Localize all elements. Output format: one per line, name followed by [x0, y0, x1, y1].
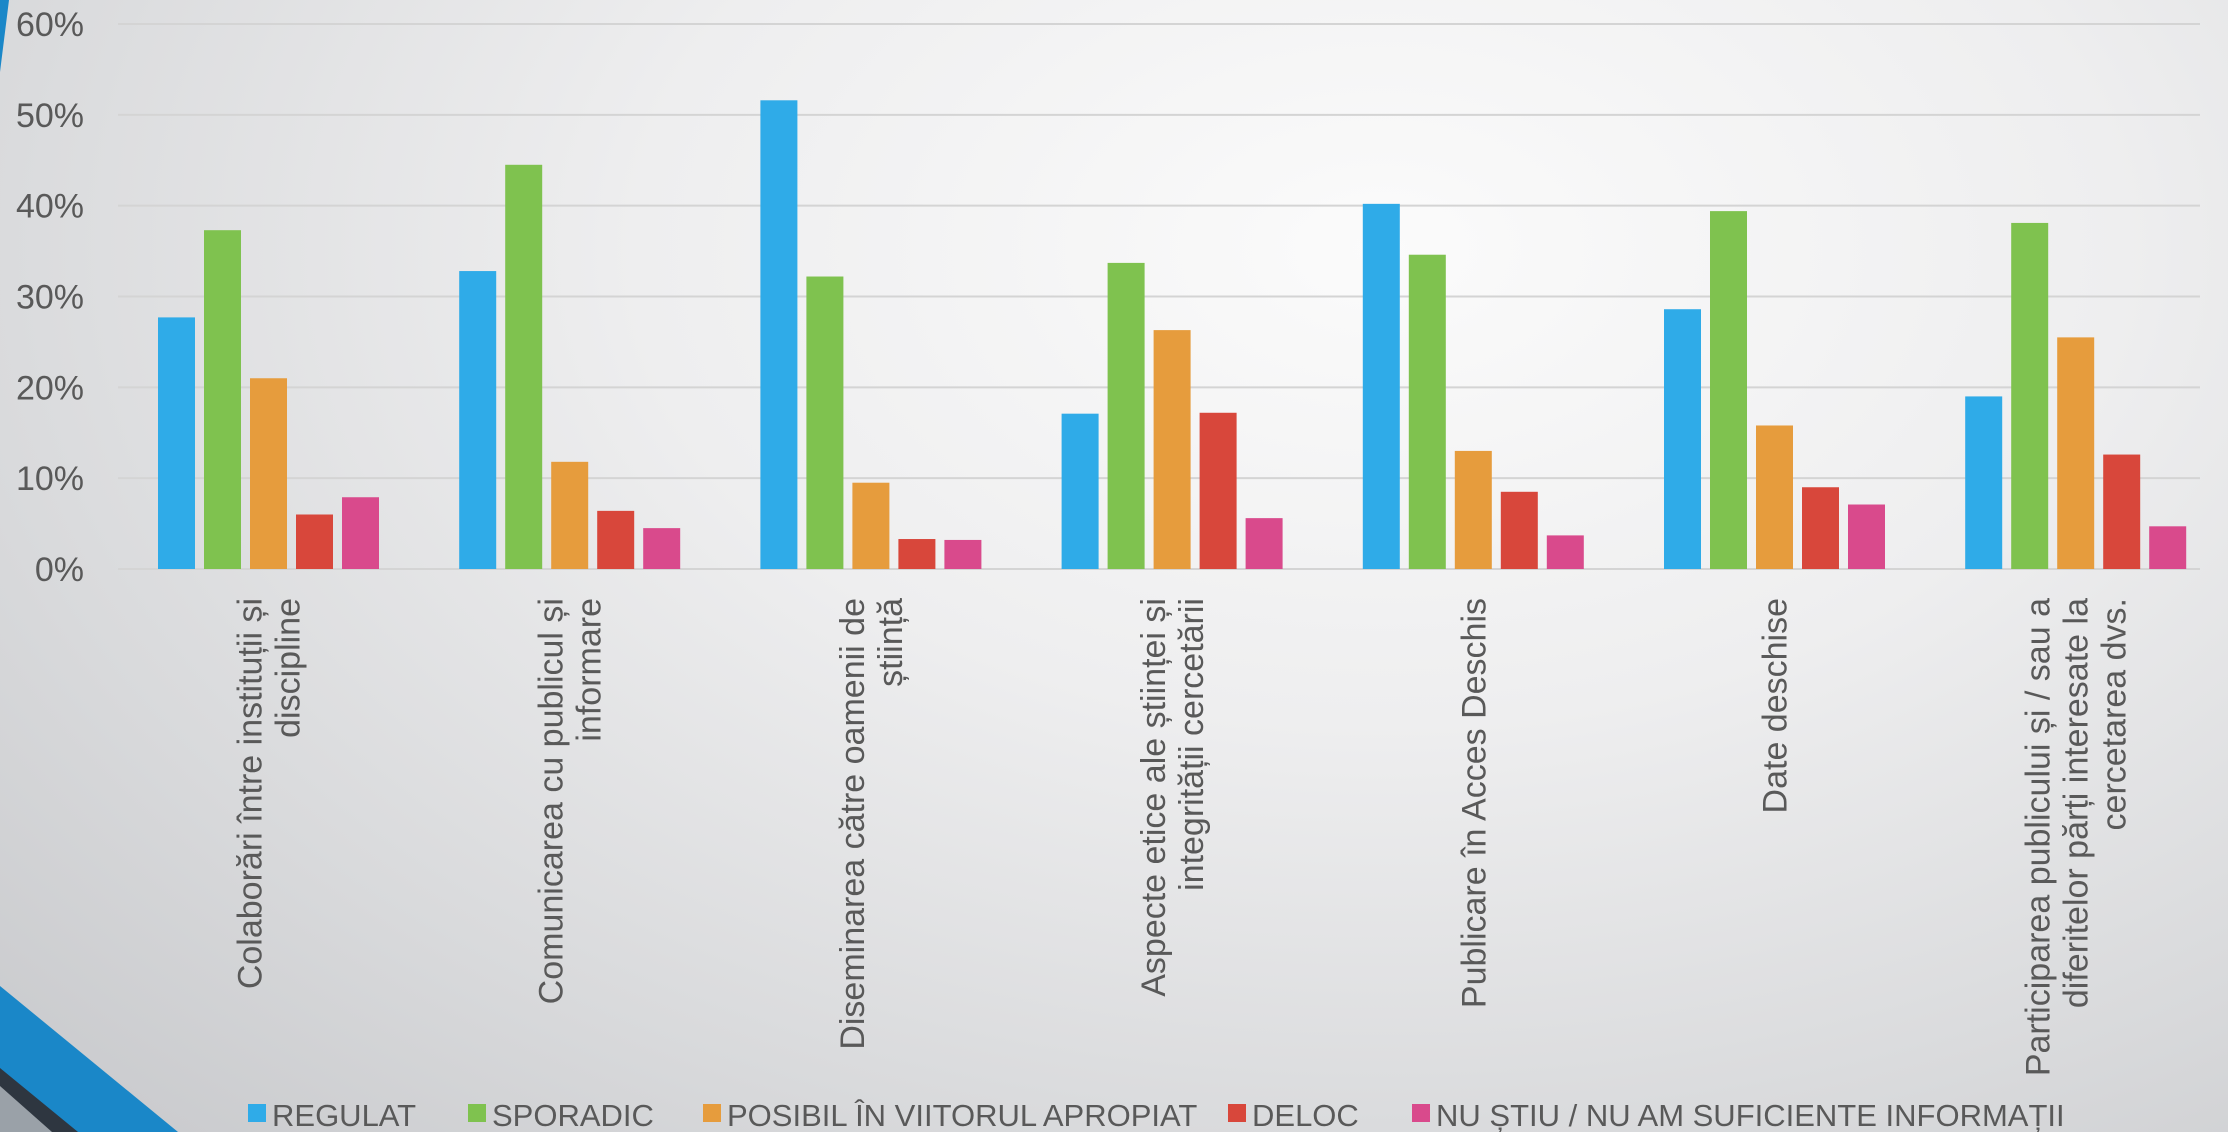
bar-regulat	[1362, 203, 1400, 569]
category-label: Comunicarea cu publicul și informare	[533, 598, 609, 1004]
bar-posibil-n-viitorul-apropiat	[551, 461, 589, 569]
legend-label: NU ȘTIU / NU AM SUFICIENTE INFORMAȚII	[1436, 1098, 2065, 1132]
legend-item: POSIBIL ÎN VIITORUL APROPIAT	[703, 1098, 1197, 1132]
category-label: Date deschise	[1757, 598, 1795, 813]
legend-label: POSIBIL ÎN VIITORUL APROPIAT	[727, 1098, 1197, 1132]
legend-label: REGULAT	[272, 1098, 416, 1132]
category-label: Aspecte etice ale științei și integrități…	[1135, 598, 1211, 997]
y-tick-label: 40%	[16, 188, 84, 226]
bar-nu-tiu-nu-am-suficiente-informa-ii	[944, 539, 982, 569]
bar-regulat	[459, 271, 497, 569]
x-axis-category-labels: Colaborări între instituții și discipline…	[232, 598, 2134, 1076]
bar-regulat	[1965, 396, 2003, 569]
bar-posibil-n-viitorul-apropiat	[1454, 450, 1492, 569]
y-tick-label: 60%	[16, 6, 84, 44]
category-label-line: diferitelor părți interesate la	[2058, 598, 2096, 1008]
legend-swatch	[703, 1104, 721, 1122]
bar-sporadic	[505, 164, 543, 569]
category-label: Participarea publicului și / sau a diferi…	[2020, 598, 2134, 1076]
category-label-line: integrității cercetării	[1173, 598, 1211, 891]
bar-deloc	[898, 539, 936, 569]
category-label-line: Aspecte etice ale științei și	[1135, 598, 1173, 997]
bar-nu-tiu-nu-am-suficiente-informa-ii	[2149, 526, 2187, 569]
y-axis-tick-labels: 0% 10% 20% 30% 40% 50% 60%	[16, 6, 84, 589]
category-label-line: Colaborări între instituții și	[232, 598, 270, 989]
bar-posibil-n-viitorul-apropiat	[852, 482, 890, 569]
bars	[158, 100, 2187, 570]
category-label-line: Comunicarea cu publicul și	[533, 598, 571, 1004]
category-label-line: Participarea publicului și / sau a	[2020, 598, 2058, 1076]
bar-sporadic	[204, 230, 241, 570]
bar-sporadic	[1107, 262, 1145, 569]
bar-regulat	[760, 100, 798, 570]
bar-nu-tiu-nu-am-suficiente-informa-ii	[1848, 504, 1885, 569]
legend-swatch	[248, 1104, 266, 1122]
category-label-line: Date deschise	[1757, 598, 1795, 813]
y-tick-label: 50%	[16, 97, 84, 135]
bar-deloc	[296, 514, 333, 569]
bar-nu-tiu-nu-am-suficiente-informa-ii	[1546, 535, 1584, 569]
legend-label: DELOC	[1252, 1098, 1359, 1132]
bar-sporadic	[2011, 222, 2049, 570]
bar-sporadic	[806, 276, 844, 569]
y-tick-label: 10%	[16, 460, 84, 498]
bar-regulat	[158, 317, 195, 569]
category-label-line: cercetarea dvs.	[2096, 598, 2134, 830]
bar-posibil-n-viitorul-apropiat	[1153, 330, 1191, 569]
legend-swatch	[1412, 1104, 1430, 1122]
y-tick-label: 20%	[16, 369, 84, 407]
legend-swatch	[1228, 1104, 1246, 1122]
legend-item: REGULAT	[248, 1098, 416, 1132]
bar-sporadic	[1408, 254, 1446, 569]
category-label: Diseminarea către oamenii de știință	[834, 598, 910, 1050]
y-tick-label: 30%	[16, 279, 84, 317]
bar-nu-tiu-nu-am-suficiente-informa-ii	[342, 497, 379, 569]
category-label: Publicare în Acces Deschis	[1455, 598, 1493, 1008]
bar-deloc	[597, 510, 635, 569]
legend-swatch	[468, 1104, 486, 1122]
bar-deloc	[1802, 487, 1839, 569]
category-label-line: Publicare în Acces Deschis	[1455, 598, 1493, 1008]
bar-nu-tiu-nu-am-suficiente-informa-ii	[1245, 518, 1283, 569]
bar-deloc	[1199, 412, 1237, 569]
bar-posibil-n-viitorul-apropiat	[250, 378, 287, 569]
category-label-line: Diseminarea către oamenii de	[834, 598, 872, 1050]
category-label-line: știință	[872, 598, 910, 687]
bar-nu-tiu-nu-am-suficiente-informa-ii	[643, 528, 681, 569]
y-tick-label: 0%	[35, 551, 84, 589]
category-label-line: informare	[571, 598, 609, 742]
legend: REGULAT SPORADIC POSIBIL ÎN VIITORUL APROP…	[248, 1098, 2065, 1132]
bar-deloc	[1500, 491, 1538, 569]
legend-label: SPORADIC	[492, 1098, 654, 1132]
bar-posibil-n-viitorul-apropiat	[2057, 337, 2095, 569]
legend-item: DELOC	[1228, 1098, 1359, 1132]
category-label-line: discipline	[270, 598, 308, 738]
legend-item: SPORADIC	[468, 1098, 654, 1132]
bar-sporadic	[1710, 211, 1747, 569]
bar-posibil-n-viitorul-apropiat	[1756, 425, 1793, 569]
bar-deloc	[2103, 454, 2141, 569]
legend-item: NU ȘTIU / NU AM SUFICIENTE INFORMAȚII	[1412, 1098, 2065, 1132]
bar-regulat	[1061, 413, 1099, 569]
category-label: Colaborări între instituții și discipline	[232, 598, 308, 989]
bar-regulat	[1664, 309, 1701, 569]
